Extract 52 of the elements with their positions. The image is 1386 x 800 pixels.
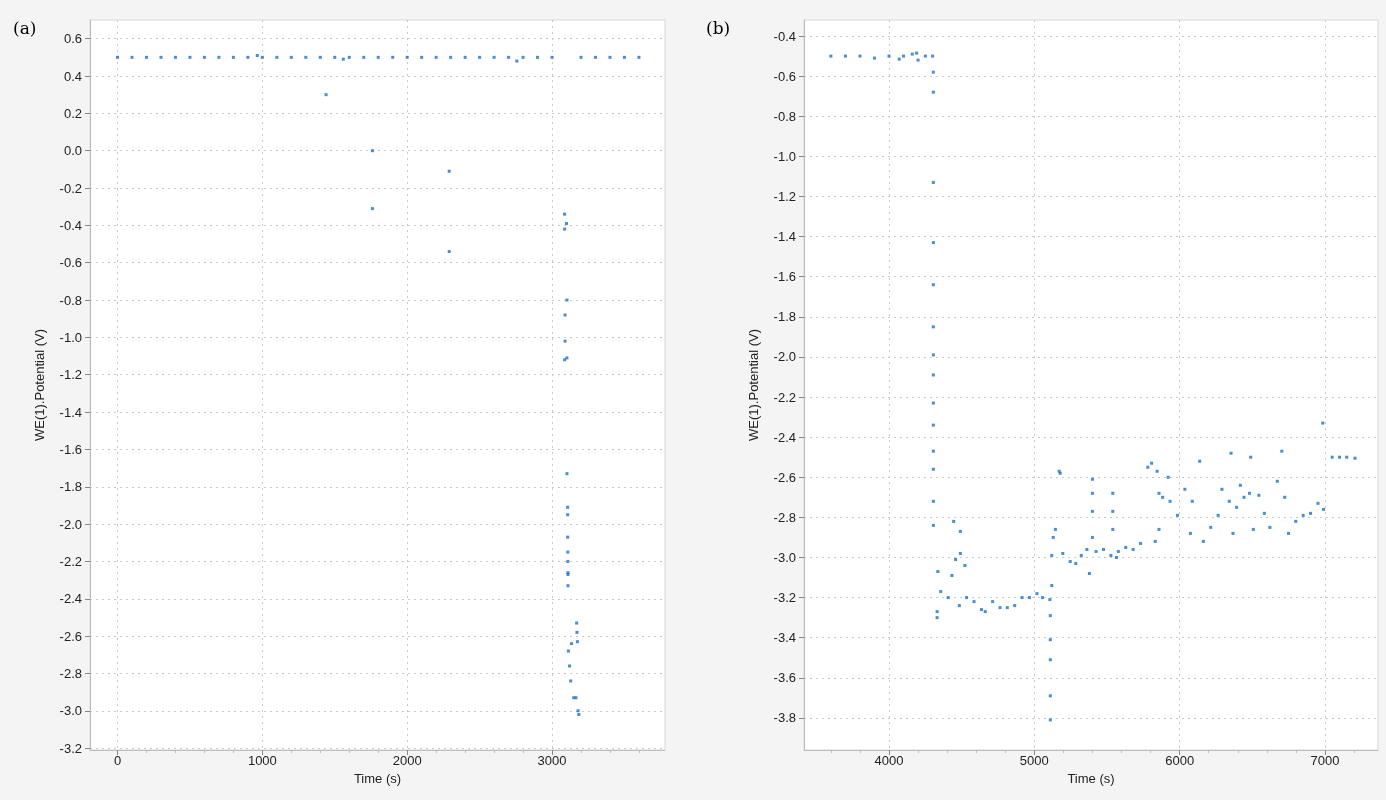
y-tick-label: 0.6 — [63, 31, 82, 47]
x-tick-label: 6000 — [1165, 753, 1195, 768]
y-tick-label: -3.2 — [59, 740, 82, 756]
y-tick-label: -3.0 — [773, 549, 796, 565]
y-tick-label: -0.4 — [773, 28, 796, 44]
x-tick-label: 5000 — [1019, 753, 1049, 768]
y-axis-title: WE(1).Potential (V) — [32, 329, 47, 441]
chart-title: (a) — [13, 17, 37, 38]
y-tick-label: -0.6 — [59, 255, 82, 271]
y-tick-label: -3.4 — [773, 630, 796, 646]
x-tick-label: 4000 — [874, 753, 904, 768]
y-tick-label: -1.4 — [773, 229, 796, 245]
y-tick-label: -1.2 — [59, 367, 82, 383]
y-axis-title: WE(1).Potential (V) — [746, 329, 761, 441]
y-tick-label: -3.8 — [773, 710, 796, 726]
y-tick-label: -0.4 — [59, 217, 82, 233]
y-tick-label: -2.8 — [773, 509, 796, 525]
y-tick-label: -0.8 — [59, 292, 82, 308]
y-tick-label: -0.2 — [59, 180, 82, 196]
x-axis-title: Time (s) — [1067, 770, 1115, 786]
x-tick-label: 0 — [113, 753, 122, 768]
y-tick-label: -1.2 — [773, 188, 796, 204]
y-tick-label: -2.2 — [773, 389, 796, 405]
y-tick-label: -1.0 — [59, 329, 82, 345]
x-tick-label: 2000 — [392, 753, 422, 768]
y-tick-label: 0.2 — [63, 105, 82, 121]
y-tick-label: -0.8 — [773, 108, 796, 124]
y-tick-label: -2.6 — [59, 628, 82, 644]
x-tick-label: 1000 — [247, 753, 277, 768]
y-tick-label: -1.8 — [59, 479, 82, 495]
y-tick-label: -2.4 — [773, 429, 796, 445]
x-tick-label: 3000 — [537, 753, 567, 768]
y-tick-label: -3.0 — [59, 703, 82, 719]
y-tick-label: -2.8 — [59, 665, 82, 681]
chart-title: (b) — [706, 17, 731, 38]
x-axis-title: Time (s) — [353, 770, 402, 786]
y-tick-label: -3.2 — [773, 590, 796, 606]
y-tick-label: -2.0 — [773, 349, 796, 365]
y-tick-label: 0.4 — [63, 68, 82, 84]
y-tick-label: -0.6 — [773, 68, 796, 84]
y-tick-label: -2.2 — [59, 553, 82, 569]
y-tick-label: -1.4 — [59, 404, 82, 420]
y-tick-label: -1.0 — [773, 148, 796, 164]
y-tick-label: -2.0 — [59, 516, 82, 532]
y-tick-label: -1.6 — [773, 269, 796, 285]
y-tick-label: 0.0 — [63, 143, 82, 159]
y-tick-label: -1.6 — [59, 441, 82, 457]
y-tick-label: -1.8 — [773, 309, 796, 325]
y-tick-label: -2.4 — [59, 591, 82, 607]
y-tick-label: -3.6 — [773, 670, 796, 686]
y-tick-label: -2.6 — [773, 469, 796, 485]
x-tick-label: 7000 — [1310, 753, 1340, 768]
